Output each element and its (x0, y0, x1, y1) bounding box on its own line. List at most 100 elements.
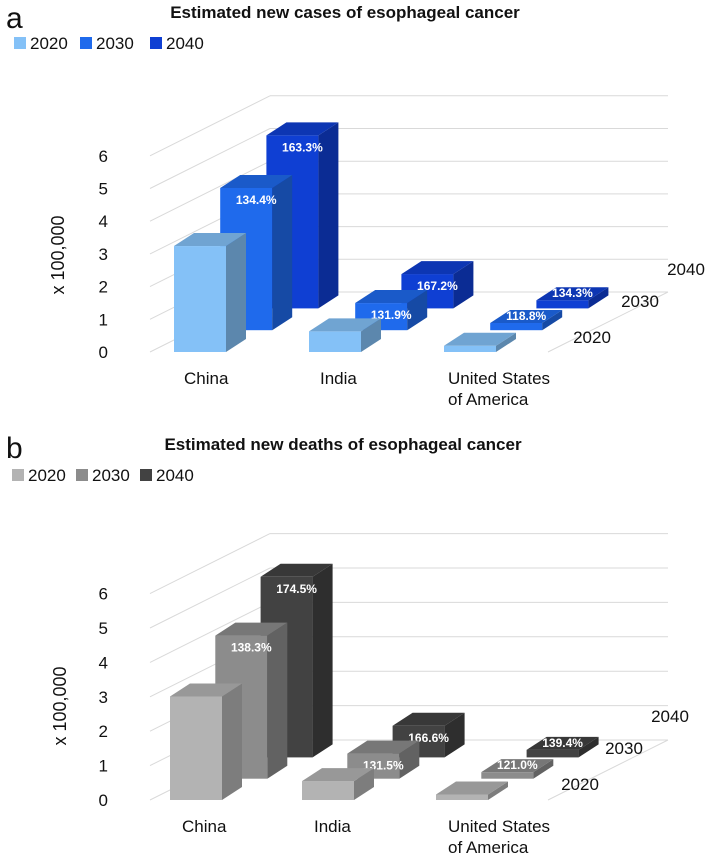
legend-label-2030: 2030 (92, 466, 130, 485)
legend-swatch-2040 (140, 469, 152, 481)
bar-front (526, 749, 579, 758)
bar-side (361, 318, 381, 352)
legend-swatch-2020 (12, 469, 24, 481)
bar-top (309, 318, 381, 332)
depth-label-2040: 2040 (651, 707, 689, 726)
y-tick-label: 5 (99, 619, 108, 638)
depth-label-2030: 2030 (605, 739, 643, 758)
bar-side (312, 563, 333, 758)
y-tick-label: 0 (99, 343, 108, 362)
bar-2020-0 (170, 683, 242, 800)
bar-side (354, 768, 374, 800)
depth-label-2020: 2020 (573, 328, 611, 347)
bar-value-label: 174.5% (276, 582, 317, 596)
y-axis-label: x 100,000 (50, 666, 70, 745)
bar-side (588, 287, 609, 309)
floor-edge (547, 291, 669, 353)
bar-side (542, 310, 563, 331)
bar-side (444, 712, 465, 758)
bar-value-label: 131.9% (371, 308, 412, 322)
bar-top (220, 174, 293, 188)
y-tick-label: 6 (99, 147, 108, 166)
y-tick-label: 6 (99, 585, 108, 604)
bar-top (444, 332, 516, 346)
y-tick-label: 5 (99, 180, 108, 199)
legend-label-2020: 2020 (28, 466, 66, 485)
bar-front (309, 331, 361, 352)
bar-2040-2: 134.3% (536, 286, 609, 309)
bar-side (399, 740, 420, 779)
legend-swatch-2040 (150, 37, 162, 49)
bar-side (318, 122, 339, 309)
gridline-diag (149, 567, 271, 629)
legend-swatch-2030 (80, 37, 92, 49)
bar-2030-2: 118.8% (490, 309, 563, 331)
bar-top (302, 768, 374, 782)
depth-label-2040: 2040 (667, 260, 705, 279)
bar-top (215, 622, 288, 636)
bar-side (453, 261, 474, 309)
bar-value-label: 167.2% (417, 279, 458, 293)
chart-a: a Estimated new cases of esophageal cance… (6, 2, 705, 409)
y-tick-label: 0 (99, 791, 108, 810)
legend-swatch-2020 (14, 37, 26, 49)
chart-title: Estimated new cases of esophageal cancer (170, 3, 520, 22)
bar-value-label: 139.4% (542, 736, 583, 750)
legend-label-2040: 2040 (156, 466, 194, 485)
bar-2020-1 (302, 768, 374, 800)
bar-front (436, 794, 488, 800)
bar-side (407, 290, 428, 331)
gridline-diag (149, 160, 271, 222)
legend-swatch-2030 (76, 469, 88, 481)
chart-b: b Estimated new deaths of esophageal canc… (6, 432, 689, 857)
gridline-diag (149, 533, 271, 595)
bar-side (226, 233, 246, 352)
bar-value-label: 134.3% (552, 286, 593, 300)
y-tick-label: 3 (99, 688, 108, 707)
gridline-diag (149, 601, 271, 663)
bars: 134.3% 167.2% 163.3% 118.8% 131.9% 134.4% (174, 122, 609, 352)
bar-2030-2: 121.0% (481, 758, 554, 779)
bar-value-label: 134.4% (236, 193, 277, 207)
bar-side (533, 759, 554, 779)
legend-label-2040: 2040 (166, 34, 204, 53)
bar-front (444, 345, 496, 352)
bar-value-label: 121.0% (497, 758, 538, 772)
bar-front (536, 300, 589, 309)
bar-2020-1 (309, 318, 381, 352)
legend-label-2020: 2020 (30, 34, 68, 53)
category-label-line: China (184, 369, 229, 388)
depth-label-2020: 2020 (561, 775, 599, 794)
bar-2020-2 (436, 781, 508, 800)
bar-top (392, 712, 465, 726)
bar-top (536, 287, 609, 301)
category-label-line: India (314, 817, 351, 836)
bar-side (222, 683, 242, 800)
category-label: China (182, 817, 227, 836)
bar-side (496, 332, 516, 352)
category-label: China (184, 369, 229, 388)
bar-value-label: 118.8% (506, 309, 546, 323)
chart-title: Estimated new deaths of esophageal cance… (164, 435, 522, 454)
gridline-diag (149, 95, 271, 157)
category-label-line: India (320, 369, 357, 388)
bar-top (526, 736, 599, 750)
bar-top (481, 759, 554, 773)
bar-2020-2 (444, 332, 516, 352)
bar-front (174, 246, 226, 352)
y-tick-label: 3 (99, 245, 108, 264)
bar-front (490, 323, 543, 331)
bar-top (170, 683, 242, 697)
panel-label: b (6, 432, 23, 465)
bar-side (578, 736, 599, 758)
y-tick-label: 2 (99, 278, 108, 297)
bar-2020-0 (174, 233, 246, 352)
bar-value-label: 138.3% (231, 641, 272, 655)
bar-side (488, 781, 508, 800)
category-label-line: United States (448, 369, 550, 388)
y-axis-label: x 100,000 (48, 215, 68, 294)
category-label-line: United States (448, 817, 550, 836)
bar-side (272, 174, 293, 331)
bar-top (401, 261, 474, 275)
